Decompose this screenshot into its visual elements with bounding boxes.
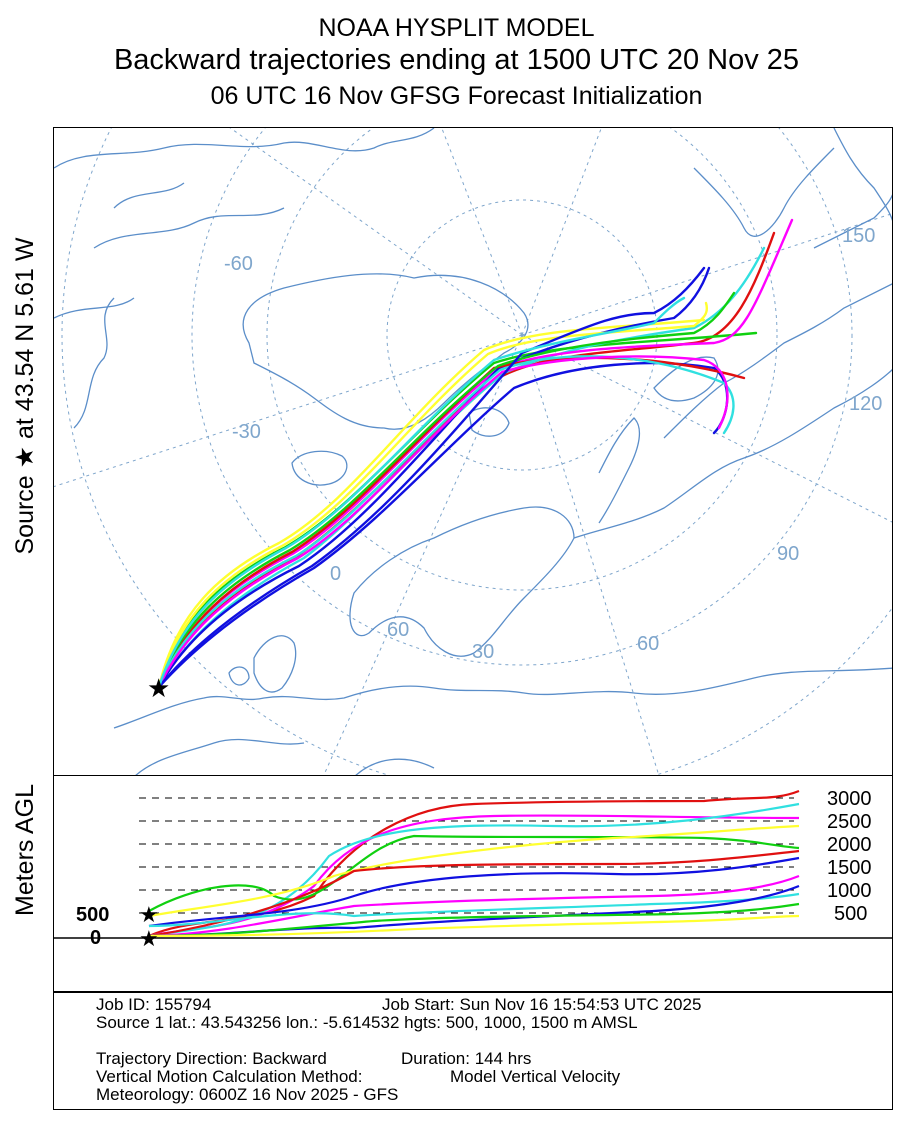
novaya-zemlya-outline xyxy=(598,417,641,524)
trajectory-lines xyxy=(157,218,794,689)
iceland-outline xyxy=(291,450,348,486)
grat-label-120: 120 xyxy=(849,393,882,415)
siberia-coast xyxy=(663,283,892,439)
canada-arctic-outline xyxy=(54,128,435,429)
vertical-method-label: Vertical Motion Calculation Method: xyxy=(96,1067,363,1086)
tick-500: 500 xyxy=(834,903,867,925)
tick-2500: 2500 xyxy=(827,811,872,833)
height-red-2 xyxy=(148,849,800,938)
trajectory-magenta-1 xyxy=(157,218,794,689)
meteorology: Meteorology: 0600Z 16 Nov 2025 - GFS xyxy=(96,1085,399,1104)
trajectory-green-2 xyxy=(157,291,736,689)
far-east-outline xyxy=(693,147,892,249)
europe-outline xyxy=(113,667,892,729)
grat-label-m60: -60 xyxy=(224,253,253,275)
source-coordinates: Source 1 lat.: 43.543256 lon.: -5.614532… xyxy=(96,1013,638,1032)
grat-label-m30: -30 xyxy=(232,421,261,443)
europe-south-outline xyxy=(135,738,435,775)
left-tick-500: 500 xyxy=(76,904,109,926)
russia-arctic-coast xyxy=(573,369,892,539)
greenland-outline xyxy=(242,273,529,430)
meters-agl-label: Meters AGL xyxy=(11,784,39,916)
graticule xyxy=(54,128,892,775)
vertical-right-ticks: 3000 2500 2000 1500 1000 500 xyxy=(827,788,872,925)
grat-label-90: 90 xyxy=(777,543,799,565)
height-blue-1 xyxy=(148,856,800,928)
trajectory-cyan-3 xyxy=(157,296,686,689)
height-green-1 xyxy=(148,834,800,912)
info-panel: Job ID: 155794 Job Start: Sun Nov 16 15:… xyxy=(53,992,893,1110)
height-gridlines xyxy=(139,797,794,914)
height-magenta-2 xyxy=(148,874,800,938)
trajectory-magenta-2 xyxy=(157,355,729,689)
trajectory-direction: Trajectory Direction: Backward xyxy=(96,1049,327,1068)
trajectory-red-1 xyxy=(157,231,776,689)
height-green-2 xyxy=(148,902,800,938)
grat-label-lat60: 60 xyxy=(387,619,409,641)
scandinavia-outline xyxy=(349,506,575,657)
job-start: Job Start: Sun Nov 16 15:54:53 UTC 2025 xyxy=(382,995,702,1014)
title-trajectories: Backward trajectories ending at 1500 UTC… xyxy=(113,44,800,76)
trajectory-blue-3 xyxy=(157,266,706,689)
svalbard-outline xyxy=(468,407,510,437)
star-icon: ★ xyxy=(139,902,159,927)
vertical-svg: 3000 2500 2000 1500 1000 500 500 0 ★ ★ xyxy=(54,788,892,951)
tick-2000: 2000 xyxy=(827,834,872,856)
trajectory-yellow-1 xyxy=(157,318,706,689)
map-svg: -60 -30 0 30 60 90 120 150 60 xyxy=(54,128,892,775)
height-yellow-2 xyxy=(148,914,800,938)
vertical-profile: 3000 2500 2000 1500 1000 500 500 0 ★ ★ xyxy=(53,776,893,992)
tick-3000: 3000 xyxy=(827,788,872,810)
grat-label-30: 30 xyxy=(472,641,494,663)
grat-label-60: 60 xyxy=(637,633,659,655)
height-yellow-1 xyxy=(148,824,800,918)
coastlines xyxy=(54,128,892,775)
trajectory-cyan-2 xyxy=(157,355,735,689)
vertical-method-value: Model Vertical Velocity xyxy=(450,1067,621,1086)
uk-outline xyxy=(228,635,297,693)
trajectory-blue-1 xyxy=(157,361,729,689)
duration: Duration: 144 hrs xyxy=(401,1049,532,1068)
tick-1500: 1500 xyxy=(827,857,872,879)
star-icon: ★ xyxy=(147,673,170,703)
vertical-left-ticks: 500 0 xyxy=(76,904,109,949)
trajectory-map: -60 -30 0 30 60 90 120 150 60 xyxy=(53,127,893,776)
source-side-label: Source ★ at 43.54 N 5.61 W xyxy=(11,237,39,555)
star-icon: ★ xyxy=(139,926,159,951)
trajectory-yellow-2 xyxy=(157,301,708,689)
kamchatka-outline xyxy=(833,128,892,222)
left-tick-0: 0 xyxy=(90,927,101,949)
job-id: Job ID: 155794 xyxy=(96,995,212,1014)
grat-label-150: 150 xyxy=(842,225,875,247)
tick-1000: 1000 xyxy=(827,880,872,902)
title-initialization: 06 UTC 16 Nov GFSG Forecast Initializati… xyxy=(210,82,703,110)
trajectory-cyan-1 xyxy=(157,246,766,689)
grat-label-0: 0 xyxy=(330,563,341,585)
graticule-labels: -60 -30 0 30 60 90 120 150 60 xyxy=(224,225,882,663)
trajectory-green-1 xyxy=(157,331,758,689)
title-model: NOAA HYSPLIT MODEL xyxy=(318,14,595,42)
height-cyan-2 xyxy=(148,892,800,928)
height-traces xyxy=(148,789,800,938)
